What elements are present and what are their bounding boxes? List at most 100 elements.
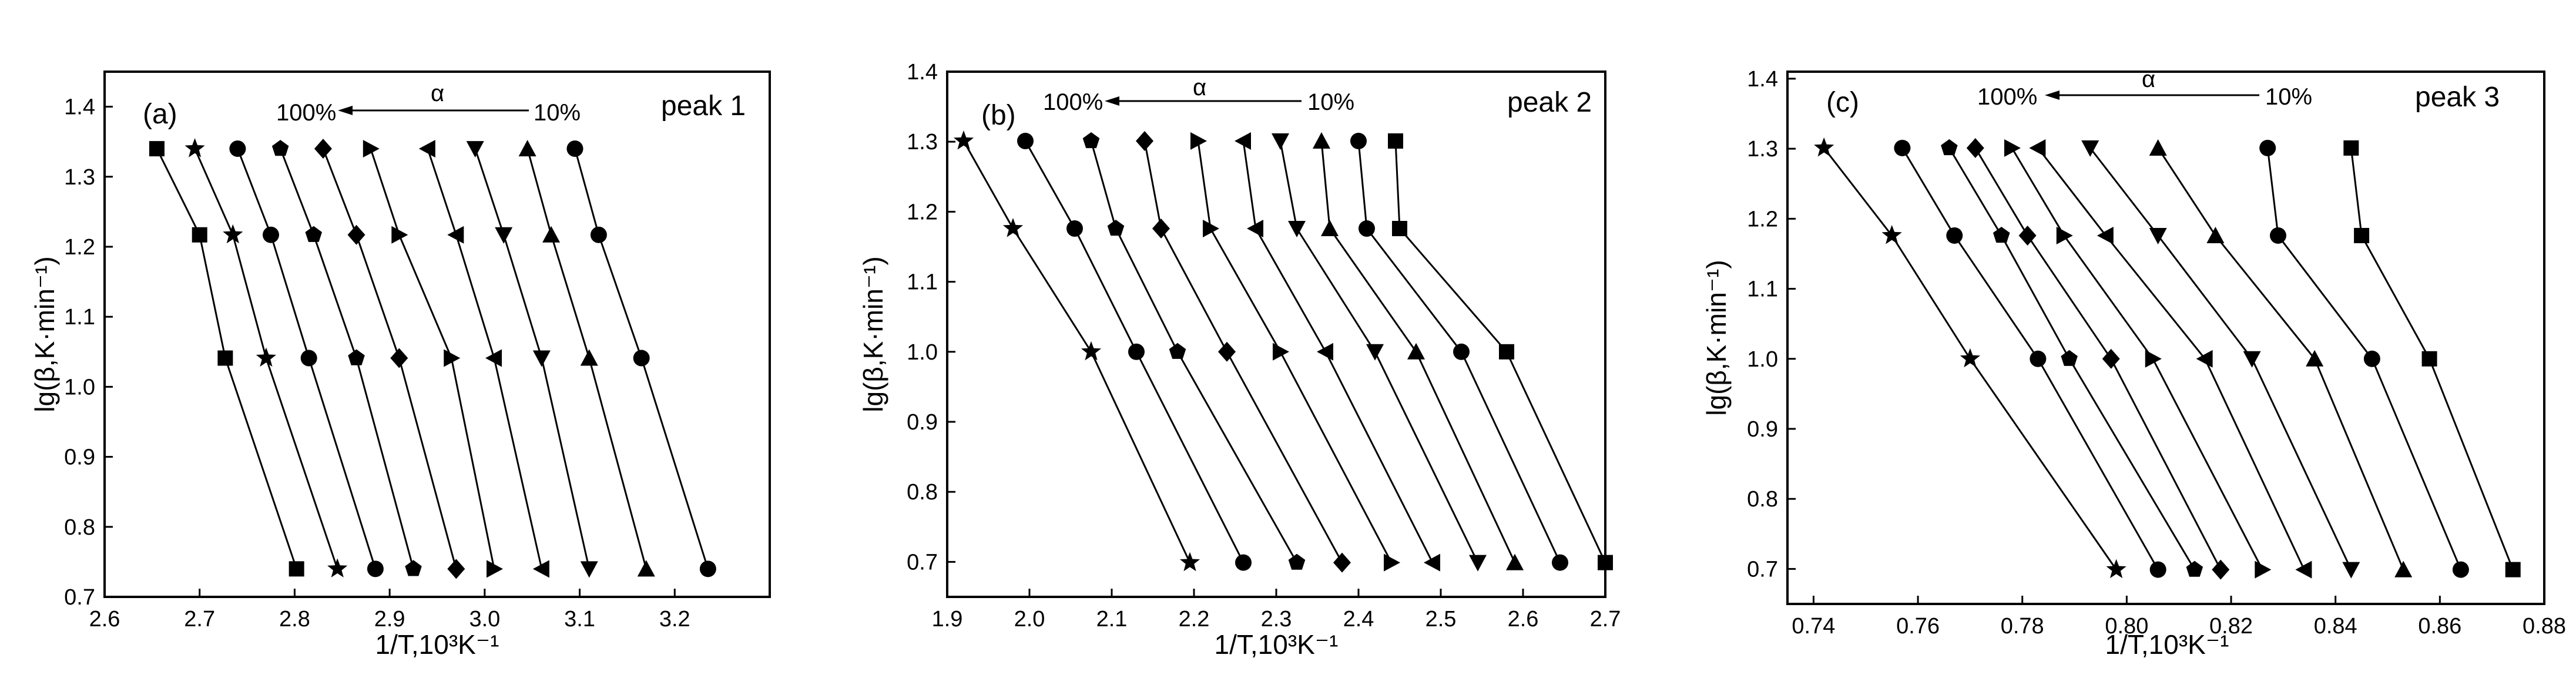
series-line — [474, 148, 591, 569]
x-tick-label: 2.6 — [1508, 607, 1539, 632]
data-series — [1941, 139, 2203, 577]
alpha-arrow-left-label: 100% — [1977, 84, 2037, 110]
data-series — [2004, 139, 2272, 579]
circle-marker — [2149, 561, 2166, 578]
series-line — [2089, 147, 2352, 570]
series-line — [237, 148, 377, 569]
peak-label: peak 1 — [661, 90, 746, 122]
x-tick-label: 2.6 — [89, 607, 120, 632]
alpha-arrow-right-label: 10% — [2265, 84, 2312, 110]
data-series — [1082, 132, 1306, 570]
y-axis-label: lg(β,K·min⁻¹) — [858, 256, 888, 412]
circle-marker — [2030, 350, 2047, 367]
square-marker — [2354, 227, 2370, 243]
square-marker — [1392, 221, 1407, 237]
x-axis-label: 1/T,10³K⁻¹ — [375, 629, 499, 660]
series-line — [1394, 140, 1606, 563]
y-axis-label: lg(β,K·min⁻¹) — [1701, 260, 1732, 415]
x-tick-label: 0.86 — [2418, 614, 2461, 639]
pentagon-marker — [2061, 350, 2078, 366]
plot-area-frame — [1786, 70, 2545, 605]
y-tick-label: 0.9 — [907, 410, 938, 435]
square-marker — [217, 350, 233, 366]
x-tick-label: 3.1 — [564, 607, 595, 632]
x-tick-label: 0.88 — [2523, 614, 2566, 639]
y-tick-label: 0.8 — [64, 515, 95, 540]
alpha-arrow-left-label: 100% — [1043, 89, 1103, 115]
alpha-symbol: α — [2142, 66, 2155, 92]
star-marker — [256, 347, 276, 367]
series-line — [1901, 147, 2159, 570]
data-series — [1017, 133, 1252, 571]
y-tick-label: 1.4 — [1747, 67, 1778, 92]
data-series — [1136, 131, 1351, 573]
y-tick-label: 1.1 — [907, 270, 938, 295]
square-marker — [2343, 140, 2359, 156]
star-marker — [1179, 552, 1200, 572]
pentagon-marker — [1993, 227, 2010, 243]
triangle-down-marker — [1288, 221, 1306, 238]
y-tick-label: 1.3 — [1747, 137, 1778, 162]
circle-marker — [699, 560, 716, 578]
x-tick-label: 2.9 — [374, 607, 405, 632]
diamond-marker — [2212, 559, 2230, 580]
series-line — [322, 148, 457, 569]
peak-label: peak 3 — [2415, 82, 2500, 113]
square-marker — [1388, 133, 1403, 149]
series-line — [1948, 147, 2196, 570]
data-series — [314, 139, 465, 579]
triangle-up-marker — [2149, 139, 2167, 156]
triangle-up-marker — [637, 560, 655, 577]
y-axis-label: lg(β,K·min⁻¹) — [29, 256, 60, 412]
circle-marker — [263, 226, 279, 243]
alpha-arrow: 100% α 10% — [1977, 66, 2312, 110]
circle-marker — [590, 226, 607, 243]
triangle-up-marker — [1313, 132, 1330, 149]
y-tick-label: 1.2 — [1747, 207, 1778, 231]
y-tick-label: 1.1 — [1747, 277, 1778, 302]
x-tick-label: 1.9 — [932, 607, 963, 632]
circle-marker — [1359, 220, 1375, 237]
y-tick-label: 0.7 — [1747, 557, 1778, 582]
square-marker — [1499, 344, 1514, 360]
star-marker — [1814, 137, 1834, 157]
data-series — [2149, 139, 2413, 578]
y-tick-label: 1.1 — [64, 305, 95, 330]
series-line — [1823, 147, 2117, 570]
circle-marker — [1066, 220, 1083, 237]
alpha-arrow-head — [338, 106, 353, 115]
diamond-marker — [390, 348, 408, 368]
triangle-down-marker — [2149, 227, 2167, 244]
triangle-right-marker — [2255, 560, 2272, 579]
triangle-up-marker — [1321, 220, 1339, 237]
data-series — [2029, 139, 2312, 579]
peak-label: peak 2 — [1507, 87, 1592, 118]
data-series — [2259, 139, 2469, 578]
series-line — [1024, 140, 1245, 563]
triangle-down-marker — [1272, 133, 1289, 150]
data-series — [1966, 137, 2230, 580]
diamond-marker — [1966, 137, 1984, 158]
x-tick-label: 2.3 — [1261, 607, 1292, 632]
circle-marker — [1017, 133, 1034, 150]
plot-area-frame — [946, 70, 1606, 598]
triangle-right-marker — [487, 560, 504, 578]
triangle-down-marker — [2243, 351, 2261, 368]
triangle-left-marker — [418, 140, 435, 158]
data-series — [953, 130, 1200, 572]
star-marker — [2106, 559, 2126, 579]
triangle-up-marker — [2394, 560, 2413, 578]
diamond-marker — [1218, 341, 1236, 362]
series-line — [427, 148, 543, 569]
star-marker — [1960, 348, 1980, 368]
series-line — [574, 148, 709, 569]
pentagon-marker — [1288, 553, 1306, 570]
circle-marker — [633, 350, 650, 367]
triangle-up-marker — [518, 140, 536, 157]
panel-b: (b) peak 2 100% α 10% 1.9 2.0 2.1 2.2 2.3 2.4… — [858, 60, 1621, 660]
star-marker — [1881, 225, 1902, 244]
pentagon-marker — [1941, 139, 1958, 156]
data-series — [566, 140, 716, 578]
x-axis-label: 1/T,10³K⁻¹ — [2105, 629, 2229, 660]
triangle-down-marker — [495, 227, 513, 244]
